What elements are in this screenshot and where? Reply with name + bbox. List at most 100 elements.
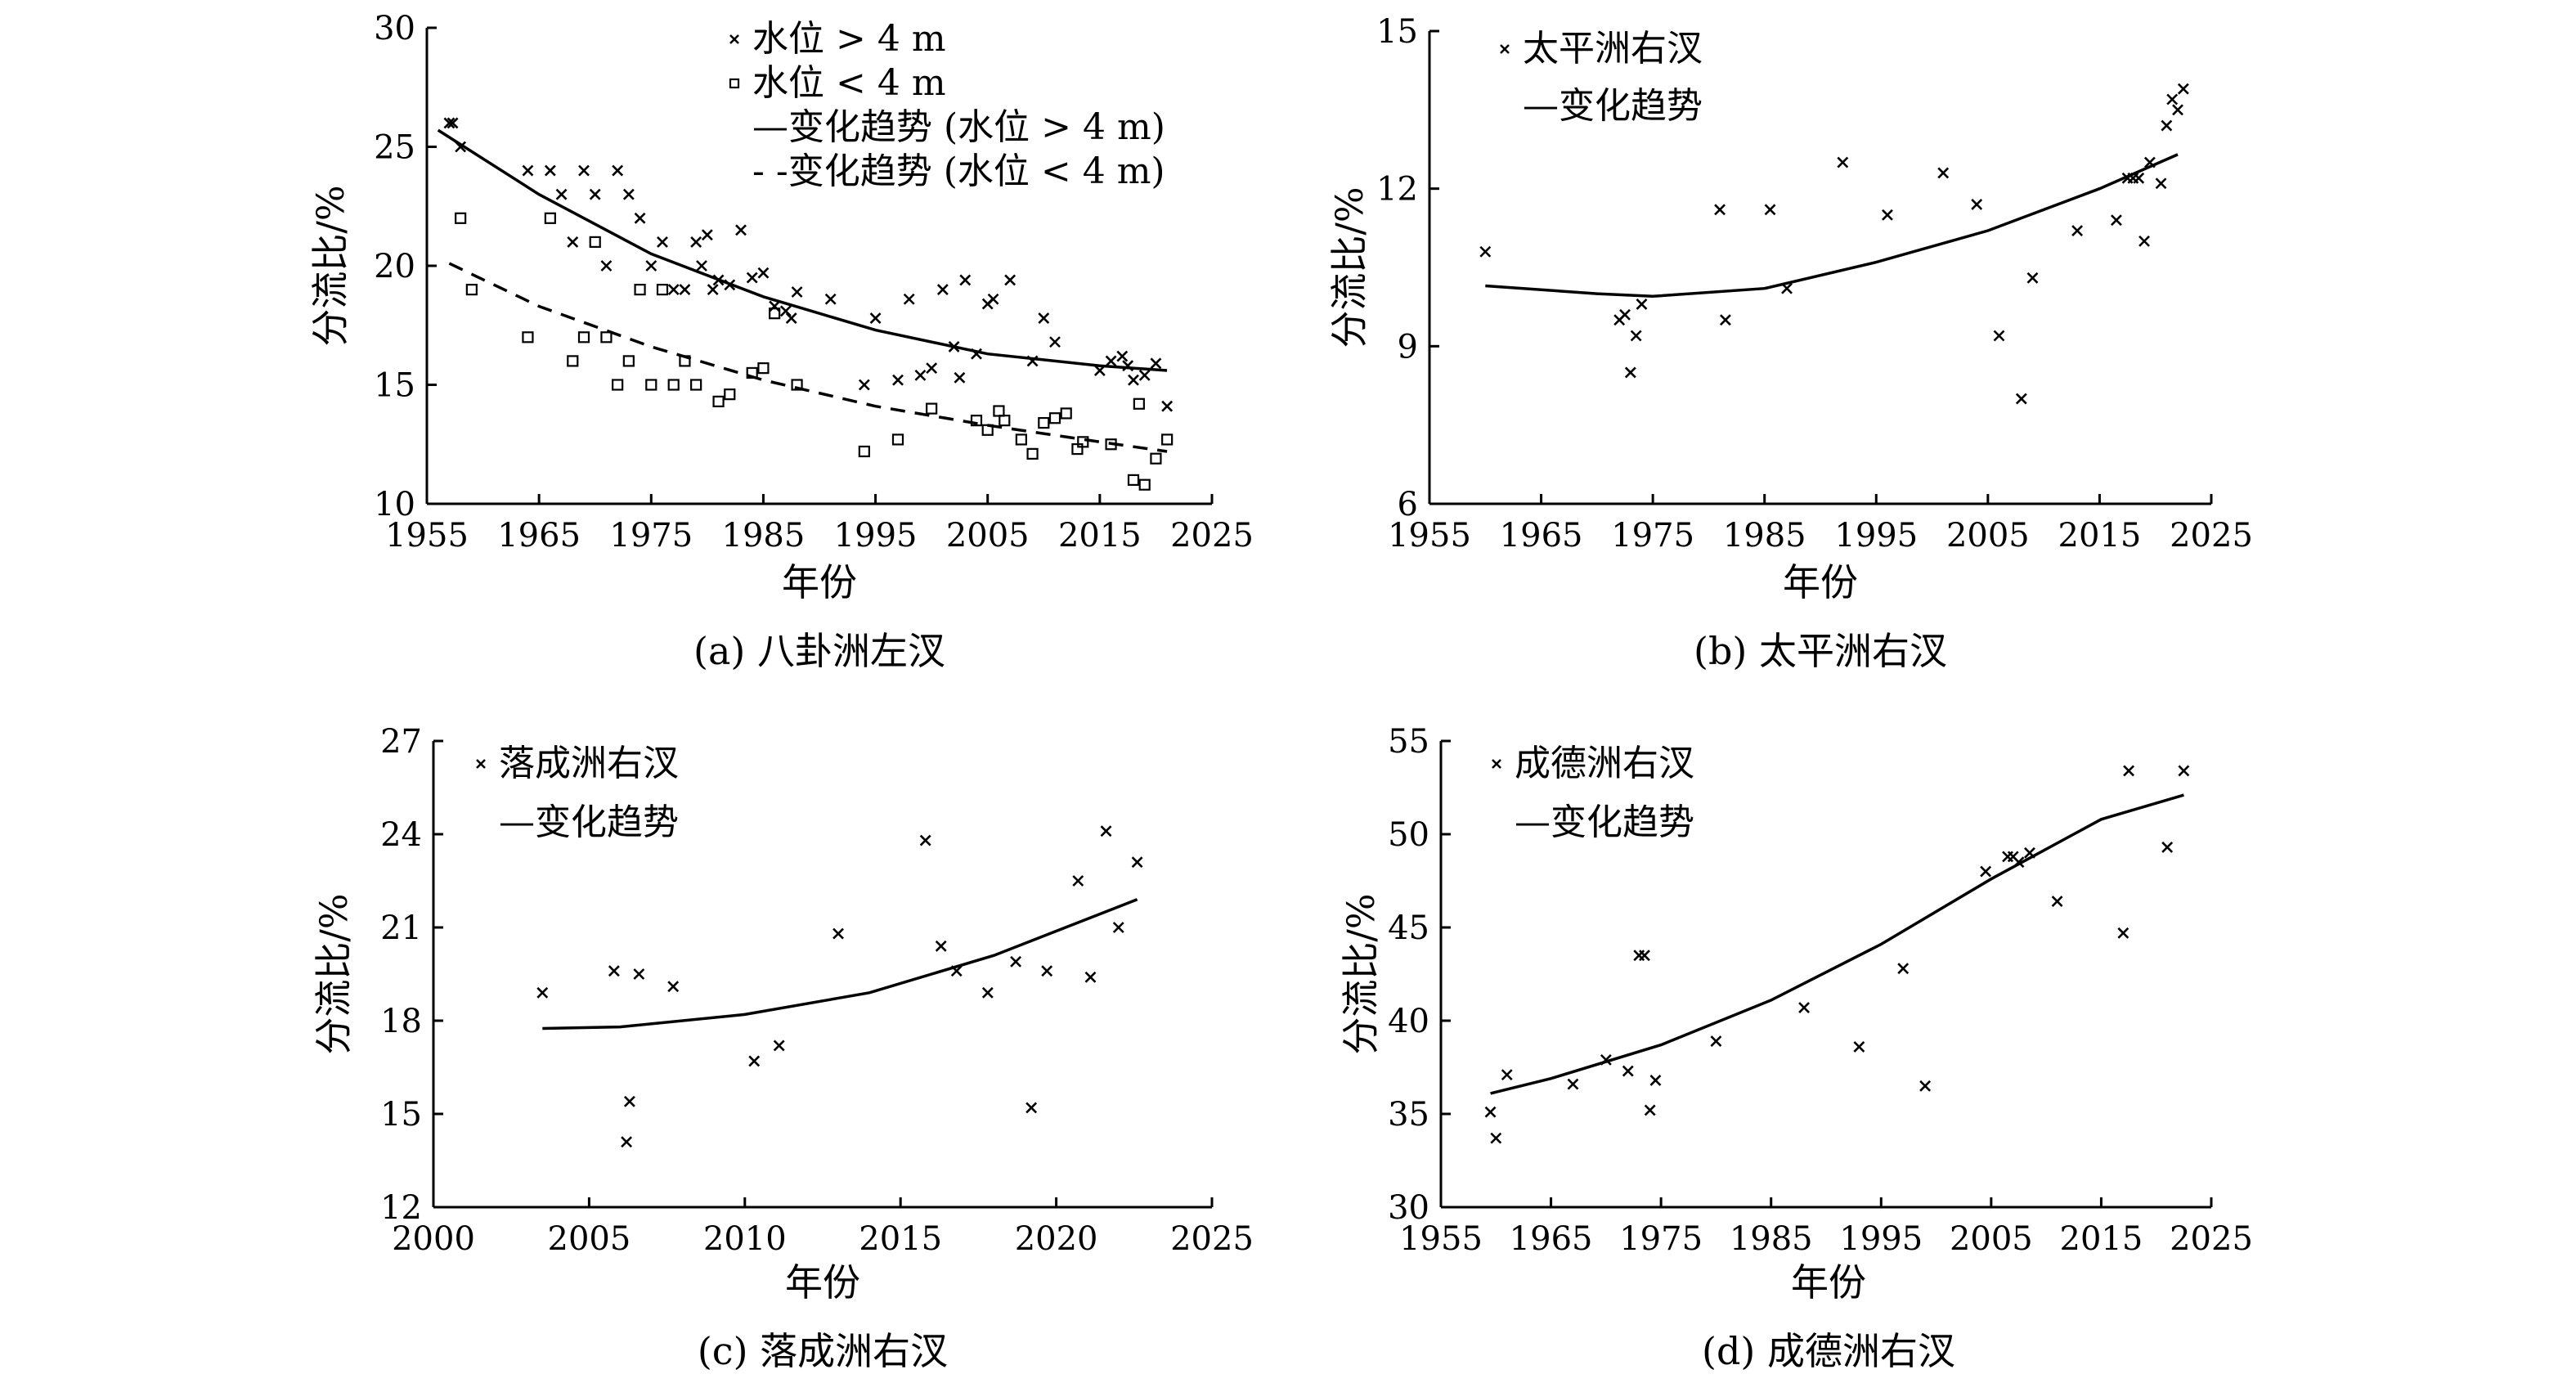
x-tick-label: 1955 bbox=[1399, 1220, 1483, 1258]
legend-entry: 太平洲右汊 bbox=[1523, 28, 1703, 70]
data-point-x bbox=[2155, 177, 2167, 190]
data-point-square bbox=[465, 284, 478, 296]
data-point-x bbox=[1131, 856, 1143, 869]
data-point-square bbox=[970, 415, 983, 427]
data-point-square bbox=[656, 284, 669, 296]
data-point-x bbox=[1624, 366, 1636, 379]
data-point-square bbox=[757, 362, 770, 375]
y-tick-label: 12 bbox=[1376, 171, 1418, 209]
y-axis-label: 分流比/% bbox=[308, 185, 352, 346]
data-point-x bbox=[1764, 204, 1776, 216]
data-point-x bbox=[1619, 308, 1631, 321]
legend-entry: 成德洲右汊 bbox=[1515, 743, 1694, 784]
legend-entry: 落成洲右汊 bbox=[499, 743, 679, 784]
data-point-square bbox=[769, 308, 781, 320]
data-point-x bbox=[2051, 896, 2063, 907]
data-point-x bbox=[748, 1055, 761, 1067]
data-point-x bbox=[679, 284, 691, 296]
data-point-x bbox=[578, 164, 590, 177]
data-point-x bbox=[903, 293, 915, 305]
data-point-x bbox=[858, 379, 870, 391]
chart-panel-d: 1955 1965 1975 1985 1995 2005 2015 2025 30 35 40 45… bbox=[1339, 723, 2253, 1373]
x-axis-label: 年份 bbox=[1791, 1260, 1866, 1304]
data-point-x bbox=[2117, 927, 2129, 939]
data-point-square bbox=[645, 379, 657, 391]
x-tick-label: 1995 bbox=[1839, 1220, 1923, 1258]
legend-entry: —变化趋势 (水位 > 4 m) bbox=[752, 106, 1165, 148]
x-tick-label: 1975 bbox=[609, 517, 693, 555]
x-tick-label: 2015 bbox=[2060, 1220, 2143, 1258]
data-point-x bbox=[987, 293, 999, 305]
data-point-square bbox=[858, 445, 870, 458]
data-point-square bbox=[724, 388, 736, 401]
data-point-x bbox=[1038, 312, 1050, 324]
x-tick-label: 2005 bbox=[946, 517, 1030, 555]
data-point-x bbox=[757, 267, 770, 279]
data-point-x bbox=[1897, 963, 1910, 975]
data-point-square bbox=[455, 212, 467, 224]
y-tick-label: 6 bbox=[1398, 486, 1418, 523]
data-point-x bbox=[1644, 1104, 1656, 1116]
data-point-square bbox=[567, 355, 579, 367]
data-point-x bbox=[769, 300, 781, 312]
x-tick-label: 2000 bbox=[392, 1220, 475, 1258]
data-point-x bbox=[522, 164, 534, 177]
y-tick-label: 50 bbox=[1388, 816, 1429, 854]
data-point-x bbox=[1161, 400, 1174, 412]
data-point-x bbox=[1798, 1002, 1811, 1013]
legend-marker-square bbox=[729, 78, 740, 89]
data-point-x bbox=[608, 965, 620, 977]
x-tick-label: 1975 bbox=[1619, 1220, 1703, 1258]
data-point-x bbox=[667, 284, 680, 296]
y-tick-label: 27 bbox=[380, 723, 422, 761]
data-point-x bbox=[612, 164, 624, 177]
data-point-x bbox=[1919, 1080, 1932, 1092]
x-tick-label: 2005 bbox=[548, 1220, 631, 1258]
legend: 落成洲右汊 —变化趋势 bbox=[476, 743, 679, 843]
data-point-x bbox=[959, 274, 972, 286]
data-point-square bbox=[1127, 474, 1140, 487]
data-point-x bbox=[2123, 765, 2134, 777]
trend-line bbox=[542, 898, 1138, 1031]
data-point-square bbox=[891, 433, 904, 446]
data-point-x bbox=[1649, 1075, 1662, 1086]
data-point-square bbox=[1015, 433, 1027, 446]
x-tick-label: 2025 bbox=[1170, 1220, 1254, 1258]
data-point-square bbox=[690, 379, 702, 391]
y-axis-label: 分流比/% bbox=[1339, 893, 1383, 1054]
data-point-square bbox=[577, 331, 590, 344]
x-tick-label: 1965 bbox=[1510, 1220, 1593, 1258]
data-point-x bbox=[1501, 1069, 1513, 1081]
data-point-x bbox=[621, 1136, 633, 1148]
y-tick-label: 40 bbox=[1388, 1003, 1429, 1040]
data-point-x bbox=[555, 188, 568, 200]
data-point-x bbox=[1484, 1106, 1497, 1118]
y-tick-label: 18 bbox=[380, 1003, 422, 1040]
data-point-square bbox=[999, 415, 1011, 427]
data-point-square bbox=[589, 236, 601, 248]
x-tick-label: 1995 bbox=[1834, 517, 1918, 555]
data-point-x bbox=[1882, 209, 1893, 221]
data-point-x bbox=[707, 284, 719, 296]
data-point-square bbox=[600, 331, 613, 344]
data-point-x bbox=[1105, 355, 1117, 367]
data-point-x bbox=[443, 117, 456, 129]
data-point-square bbox=[1026, 447, 1039, 460]
panel-caption: (b) 太平洲右汊 bbox=[1694, 629, 1947, 673]
data-point-x bbox=[2172, 104, 2183, 116]
legend-marker-x bbox=[729, 34, 739, 44]
y-tick-label: 9 bbox=[1398, 328, 1418, 366]
data-point-x bbox=[2178, 765, 2190, 777]
data-point-x bbox=[824, 293, 837, 305]
legend-entry: —变化趋势 bbox=[1515, 802, 1694, 843]
data-point-square bbox=[1060, 407, 1072, 420]
y-axis-label: 分流比/% bbox=[1327, 186, 1371, 348]
data-point-square bbox=[1150, 452, 1162, 465]
y-tick-label: 45 bbox=[1388, 909, 1429, 947]
data-point-x bbox=[1128, 374, 1139, 386]
data-point-square bbox=[712, 395, 725, 407]
data-point-x bbox=[1567, 1078, 1579, 1090]
x-tick-label: 1975 bbox=[1611, 517, 1694, 555]
trend-line bbox=[1485, 153, 2179, 299]
